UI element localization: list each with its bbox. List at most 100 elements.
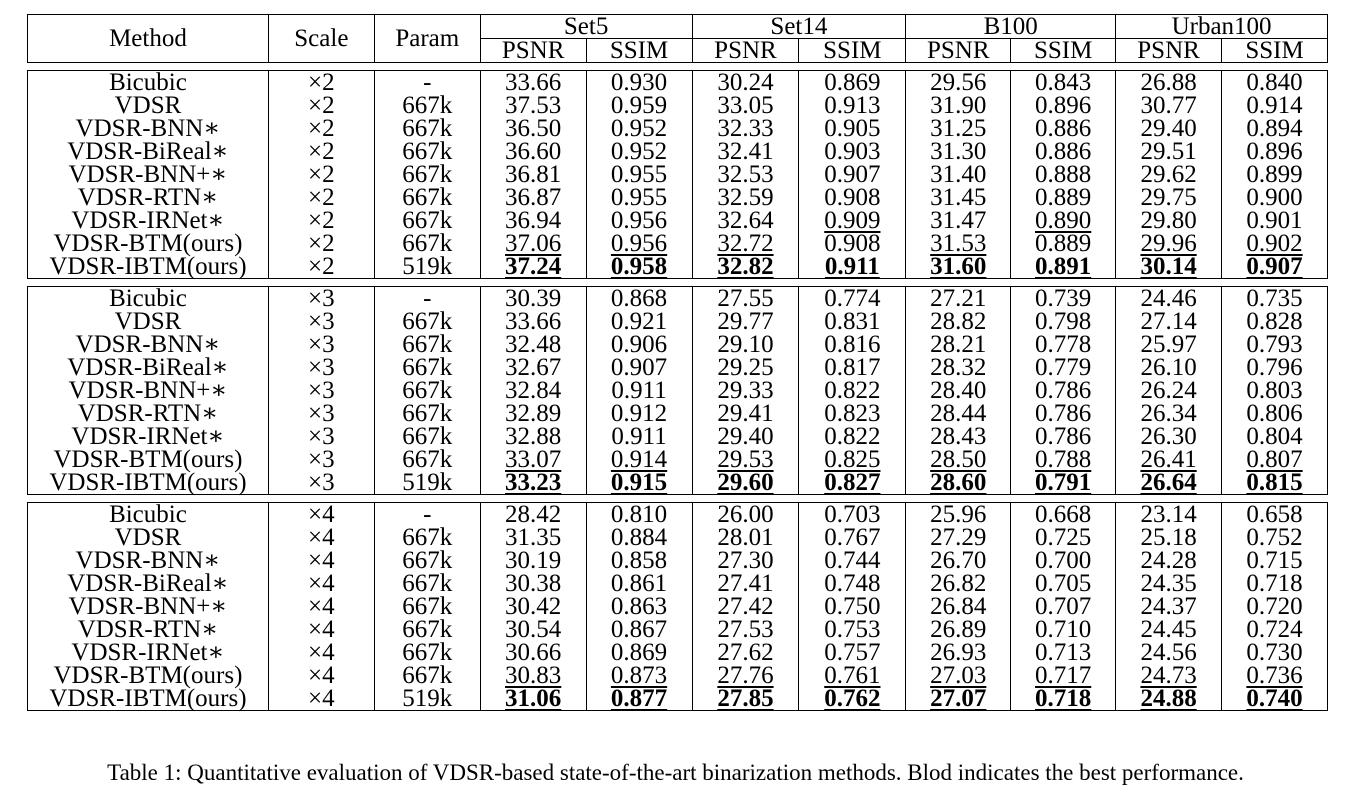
- method-cell: VDSR-BiReal∗: [27, 139, 269, 164]
- psnr-cell: 27.55: [691, 286, 799, 311]
- ssim-cell: 0.843: [1010, 70, 1116, 95]
- ssim-cell: 0.873: [585, 663, 692, 688]
- ssim-cell: 0.705: [1010, 571, 1116, 596]
- table-row: VDSR-IBTM(ours) ×4 519k 31.06 0.877 27.85 0.76…: [27, 686, 1328, 711]
- psnr-cell: 28.82: [905, 309, 1011, 334]
- table-row: Bicubic ×4-28.42 0.810 26.00 0.703 25.96 0.668…: [27, 502, 1328, 527]
- scale-cell: ×3: [267, 470, 375, 495]
- psnr-cell: 29.77: [691, 309, 799, 334]
- table-row: VDSR-BNN+∗ ×4 667k 30.42 0.863 27.42 0.750 26.8…: [27, 594, 1328, 619]
- ssim-cell: 0.761: [798, 663, 906, 688]
- ssim-cell: 0.718: [1010, 686, 1116, 711]
- scale-cell: ×4: [267, 548, 375, 573]
- psnr-cell: 29.25: [691, 355, 799, 380]
- scale-cell: ×4: [267, 686, 375, 711]
- ssim-cell: 0.804: [1221, 424, 1328, 449]
- psnr-cell: 33.66: [479, 70, 587, 95]
- table-row: VDSR-IRNet∗ ×3 667k 32.88 0.911 29.40 0.822 28.…: [27, 424, 1328, 449]
- param-cell: 667k: [373, 571, 481, 596]
- psnr-cell: 28.40: [905, 378, 1011, 403]
- table-row: VDSR-RTN∗ ×3 667k 32.89 0.912 29.41 0.823 28.44…: [27, 401, 1328, 426]
- method-cell: VDSR-BNN+∗: [27, 378, 269, 403]
- scale-cell: ×2: [267, 185, 375, 210]
- param-cell: 519k: [373, 686, 481, 711]
- method-cell: VDSR-RTN∗: [27, 617, 269, 642]
- psnr-cell: 27.85: [691, 686, 799, 711]
- scale-cell: ×3: [267, 309, 375, 334]
- ssim-cell: 0.822: [798, 424, 906, 449]
- param-cell: 667k: [373, 525, 481, 550]
- metric-header-psnr: PSNR: [691, 38, 799, 63]
- param-cell: 667k: [373, 309, 481, 334]
- scale-cell: ×3: [267, 355, 375, 380]
- method-cell: Bicubic: [27, 502, 269, 527]
- table-row: VDSR ×2 667k 37.53 0.959 33.05 0.913 31.90 0.896…: [27, 93, 1328, 118]
- metric-header-psnr: PSNR: [479, 38, 587, 63]
- ssim-cell: 0.798: [1010, 309, 1116, 334]
- scale-cell: ×2: [267, 162, 375, 187]
- psnr-cell: 27.30: [691, 548, 799, 573]
- method-cell: Bicubic: [27, 70, 269, 95]
- psnr-cell: 31.30: [905, 139, 1011, 164]
- table-row: VDSR-IBTM(ours) ×3 519k 33.23 0.915 29.60 0.82…: [27, 470, 1328, 495]
- ssim-cell: 0.767: [798, 525, 906, 550]
- psnr-cell: 31.40: [905, 162, 1011, 187]
- ssim-cell: 0.816: [798, 332, 906, 357]
- param-cell: 519k: [373, 470, 481, 495]
- psnr-cell: 26.89: [905, 617, 1011, 642]
- ssim-cell: 0.921: [585, 309, 692, 334]
- psnr-cell: 27.03: [905, 663, 1011, 688]
- scale-cell: ×2: [267, 116, 375, 141]
- psnr-cell: 24.45: [1115, 617, 1222, 642]
- psnr-cell: 32.82: [691, 254, 799, 279]
- scale-cell: ×2: [267, 70, 375, 95]
- ssim-cell: 0.718: [1221, 571, 1328, 596]
- psnr-cell: 24.35: [1115, 571, 1222, 596]
- scale-cell: ×2: [267, 93, 375, 118]
- psnr-cell: 33.66: [479, 309, 587, 334]
- scale-cell: ×3: [267, 332, 375, 357]
- psnr-cell: 36.60: [479, 139, 587, 164]
- psnr-cell: 26.41: [1115, 447, 1222, 472]
- psnr-cell: 28.32: [905, 355, 1011, 380]
- psnr-cell: 26.82: [905, 571, 1011, 596]
- ssim-cell: 0.786: [1010, 378, 1116, 403]
- psnr-cell: 27.42: [691, 594, 799, 619]
- method-cell: VDSR: [27, 309, 269, 334]
- ssim-cell: 0.877: [585, 686, 692, 711]
- scale-cell: ×4: [267, 502, 375, 527]
- psnr-cell: 30.83: [479, 663, 587, 688]
- ssim-cell: 0.713: [1010, 640, 1116, 665]
- psnr-cell: 31.60: [905, 254, 1011, 279]
- metric-header-ssim: SSIM: [1221, 38, 1328, 63]
- ssim-cell: 0.869: [585, 640, 692, 665]
- scale-cell: ×4: [267, 525, 375, 550]
- ssim-cell: 0.903: [798, 139, 906, 164]
- psnr-cell: 24.28: [1115, 548, 1222, 573]
- psnr-cell: 30.66: [479, 640, 587, 665]
- method-cell: VDSR-BiReal∗: [27, 355, 269, 380]
- table-row: Bicubic ×2-33.66 0.930 30.24 0.869 29.56 0.843…: [27, 70, 1328, 95]
- table-row: VDSR-IBTM(ours) ×2 519k 37.24 0.958 32.82 0.91…: [27, 254, 1328, 279]
- ssim-cell: 0.736: [1221, 663, 1328, 688]
- ssim-cell: 0.913: [798, 93, 906, 118]
- method-cell: VDSR-IBTM(ours): [27, 686, 269, 711]
- table-row: Bicubic ×3-30.39 0.868 27.55 0.774 27.21 0.739…: [27, 286, 1328, 311]
- psnr-cell: 23.14: [1115, 502, 1222, 527]
- ssim-cell: 0.952: [585, 139, 692, 164]
- ssim-cell: 0.907: [798, 162, 906, 187]
- table-caption: Table 1: Quantitative evaluation of VDSR…: [107, 760, 1244, 785]
- method-cell: VDSR-BTM(ours): [27, 231, 269, 256]
- table-row: VDSR-RTN∗ ×2 667k 36.87 0.955 32.59 0.908 31.45…: [27, 185, 1328, 210]
- psnr-cell: 30.19: [479, 548, 587, 573]
- psnr-cell: 28.50: [905, 447, 1011, 472]
- table-row: VDSR-BNN+∗ ×3 667k 32.84 0.911 29.33 0.822 28.4…: [27, 378, 1328, 403]
- psnr-cell: 29.33: [691, 378, 799, 403]
- psnr-cell: 29.80: [1115, 208, 1222, 233]
- metric-header-ssim: SSIM: [798, 38, 906, 63]
- metric-header-ssim: SSIM: [585, 38, 692, 63]
- ssim-cell: 0.700: [1010, 548, 1116, 573]
- ssim-cell: 0.908: [798, 185, 906, 210]
- method-header: Method: [27, 14, 269, 63]
- psnr-cell: 32.72: [691, 231, 799, 256]
